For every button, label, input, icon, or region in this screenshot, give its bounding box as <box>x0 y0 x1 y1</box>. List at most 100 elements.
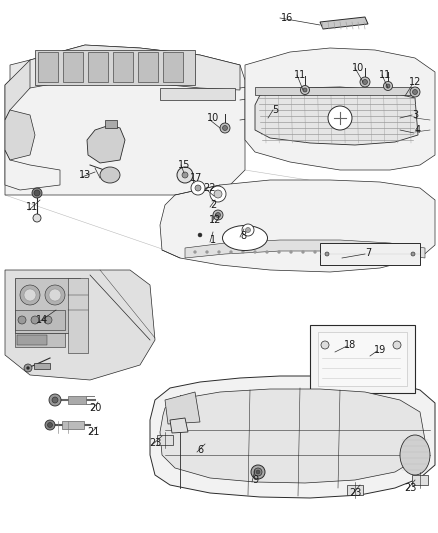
Text: 17: 17 <box>190 173 202 183</box>
Circle shape <box>361 251 364 254</box>
Circle shape <box>32 188 42 198</box>
Text: 10: 10 <box>352 63 364 73</box>
Text: 21: 21 <box>87 427 99 437</box>
Circle shape <box>205 251 208 254</box>
Bar <box>15 333 65 347</box>
Circle shape <box>33 214 41 222</box>
Polygon shape <box>5 270 155 380</box>
Text: 4: 4 <box>415 125 421 135</box>
Ellipse shape <box>400 435 430 475</box>
Text: 20: 20 <box>89 403 101 413</box>
Circle shape <box>214 190 222 198</box>
Polygon shape <box>320 17 368 29</box>
Circle shape <box>338 251 340 254</box>
Circle shape <box>24 289 36 301</box>
Circle shape <box>385 251 389 254</box>
Circle shape <box>49 289 61 301</box>
Circle shape <box>410 251 413 254</box>
Polygon shape <box>165 392 200 424</box>
Circle shape <box>363 79 367 85</box>
Polygon shape <box>245 48 435 170</box>
Text: 11: 11 <box>294 70 306 80</box>
Circle shape <box>31 316 39 324</box>
Polygon shape <box>150 376 435 498</box>
Circle shape <box>410 87 420 97</box>
Polygon shape <box>160 180 435 272</box>
Text: 6: 6 <box>197 445 203 455</box>
Text: 9: 9 <box>252 475 258 485</box>
Polygon shape <box>5 45 245 195</box>
Bar <box>138 52 158 82</box>
Bar <box>88 52 108 82</box>
Circle shape <box>398 251 400 254</box>
Text: 19: 19 <box>374 345 386 355</box>
Polygon shape <box>5 150 60 190</box>
Circle shape <box>230 251 233 254</box>
Bar <box>105 120 117 128</box>
Text: 12: 12 <box>409 77 421 87</box>
Circle shape <box>49 394 61 406</box>
Polygon shape <box>170 418 188 433</box>
Text: 7: 7 <box>365 248 371 258</box>
Circle shape <box>191 181 205 195</box>
Circle shape <box>223 125 227 131</box>
Bar <box>347 485 363 495</box>
Bar <box>160 88 235 100</box>
Circle shape <box>413 90 417 94</box>
Text: 22: 22 <box>204 183 216 193</box>
Ellipse shape <box>100 167 120 183</box>
Circle shape <box>246 228 251 232</box>
Circle shape <box>393 341 401 349</box>
Circle shape <box>386 84 390 88</box>
Circle shape <box>251 465 265 479</box>
Circle shape <box>45 420 55 430</box>
Polygon shape <box>10 45 240 95</box>
Circle shape <box>44 316 52 324</box>
Text: 12: 12 <box>209 215 221 225</box>
Circle shape <box>290 251 293 254</box>
Polygon shape <box>5 60 30 120</box>
Circle shape <box>300 85 310 94</box>
Circle shape <box>301 251 304 254</box>
Circle shape <box>52 397 58 403</box>
Text: 16: 16 <box>281 13 293 23</box>
Text: 18: 18 <box>344 340 356 350</box>
Circle shape <box>182 172 188 178</box>
Bar <box>318 332 407 386</box>
Circle shape <box>198 233 202 237</box>
Circle shape <box>314 251 317 254</box>
Bar <box>63 52 83 82</box>
Bar <box>113 52 133 82</box>
Bar <box>62 421 84 429</box>
Circle shape <box>20 285 40 305</box>
Circle shape <box>360 77 370 87</box>
Circle shape <box>256 470 260 474</box>
Circle shape <box>210 186 226 202</box>
Bar <box>255 87 417 95</box>
Text: 11: 11 <box>379 70 391 80</box>
Circle shape <box>220 123 230 133</box>
Bar <box>163 52 183 82</box>
Circle shape <box>27 367 29 369</box>
Circle shape <box>215 213 220 217</box>
Text: 3: 3 <box>412 110 418 120</box>
Circle shape <box>34 190 40 196</box>
Bar <box>15 310 65 330</box>
Circle shape <box>411 252 415 256</box>
Circle shape <box>254 468 262 476</box>
Circle shape <box>303 88 307 92</box>
Circle shape <box>374 251 377 254</box>
Text: 5: 5 <box>272 105 278 115</box>
Bar <box>15 278 80 333</box>
Circle shape <box>45 285 65 305</box>
Circle shape <box>384 82 392 91</box>
Polygon shape <box>5 110 35 160</box>
Circle shape <box>265 251 268 254</box>
Circle shape <box>18 316 26 324</box>
Bar <box>412 475 428 485</box>
Bar <box>17 335 47 345</box>
Text: 13: 13 <box>79 170 91 180</box>
Circle shape <box>325 252 329 256</box>
Circle shape <box>242 224 254 236</box>
Text: 23: 23 <box>404 483 416 493</box>
